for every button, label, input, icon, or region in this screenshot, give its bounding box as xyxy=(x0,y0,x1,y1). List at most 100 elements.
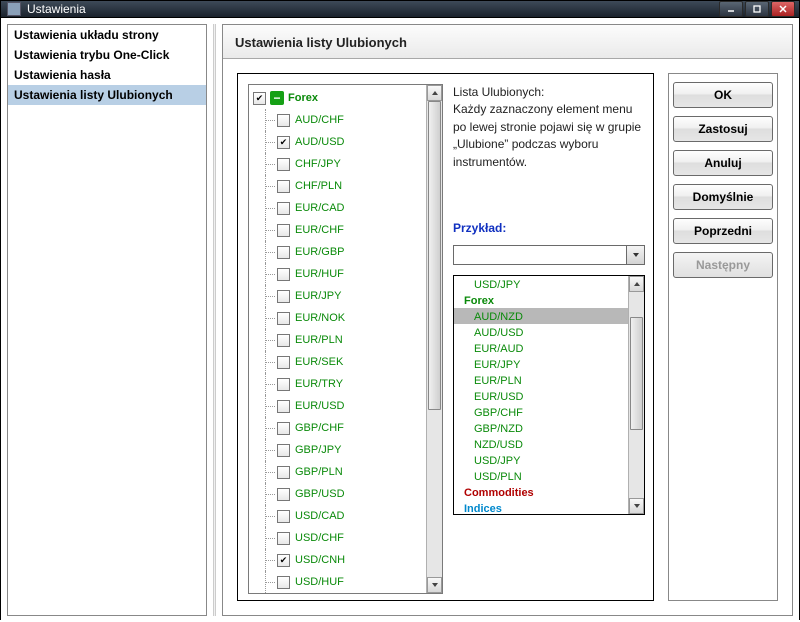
checkbox-icon[interactable] xyxy=(277,422,290,435)
tree-leaf[interactable]: CHF/JPY xyxy=(259,153,426,175)
button-column: OK Zastosuj Anuluj Domyślnie Poprzedni N… xyxy=(668,73,778,601)
checkbox-icon[interactable] xyxy=(277,202,290,215)
tree-root-label: Forex xyxy=(288,92,318,104)
checkbox-icon[interactable] xyxy=(277,356,290,369)
tree-leaf[interactable]: EUR/GBP xyxy=(259,241,426,263)
dropdown-item[interactable]: Commodities xyxy=(454,484,628,500)
tree-leaf[interactable]: USD/CAD xyxy=(259,505,426,527)
tree-leaf[interactable]: EUR/CAD xyxy=(259,197,426,219)
dropdown-item[interactable]: Forex xyxy=(454,292,628,308)
main-panel: Ustawienia listy Ulubionych − Forex AUD xyxy=(222,24,793,616)
tree-connector-icon xyxy=(259,461,277,483)
cancel-button[interactable]: Anuluj xyxy=(673,150,773,176)
checkbox-icon[interactable] xyxy=(277,444,290,457)
tree-leaf-label: USD/CAD xyxy=(295,510,345,522)
minimize-button[interactable] xyxy=(719,1,743,17)
checkbox-icon[interactable] xyxy=(277,312,290,325)
tree-leaf[interactable]: GBP/JPY xyxy=(259,439,426,461)
tree-connector-icon xyxy=(259,131,277,153)
close-button[interactable] xyxy=(771,1,795,17)
checkbox-icon[interactable] xyxy=(277,334,290,347)
sidebar-item[interactable]: Ustawienia trybu One-Click xyxy=(8,45,206,65)
tree-leaf[interactable]: EUR/JPY xyxy=(259,285,426,307)
checkbox-icon[interactable] xyxy=(277,400,290,413)
scroll-up-icon[interactable] xyxy=(427,85,442,101)
tree-leaf[interactable]: USD/CHF xyxy=(259,527,426,549)
tree-leaf[interactable]: EUR/NOK xyxy=(259,307,426,329)
checkbox-icon[interactable] xyxy=(277,114,290,127)
dropdown-item[interactable]: GBP/CHF xyxy=(454,404,628,420)
checkbox-icon[interactable] xyxy=(277,532,290,545)
tree-leaf[interactable]: GBP/PLN xyxy=(259,461,426,483)
previous-button[interactable]: Poprzedni xyxy=(673,218,773,244)
sidebar-item[interactable]: Ustawienia układu strony xyxy=(8,25,206,45)
checkbox-icon[interactable] xyxy=(277,290,290,303)
maximize-button[interactable] xyxy=(745,1,769,17)
dropdown-item[interactable]: EUR/AUD xyxy=(454,340,628,356)
tree-leaf[interactable]: AUD/CHF xyxy=(259,109,426,131)
tree-leaf[interactable]: AUD/USD xyxy=(259,131,426,153)
dropdown-item[interactable]: NZD/USD xyxy=(454,436,628,452)
tree-leaf[interactable]: EUR/HUF xyxy=(259,263,426,285)
checkbox-icon[interactable] xyxy=(277,466,290,479)
default-button[interactable]: Domyślnie xyxy=(673,184,773,210)
dropdown-item[interactable]: USD/JPY xyxy=(454,276,628,292)
scroll-down-icon[interactable] xyxy=(427,577,442,593)
tree-leaf[interactable]: EUR/PLN xyxy=(259,329,426,351)
checkbox-icon[interactable] xyxy=(277,224,290,237)
panel-title: Ustawienia listy Ulubionych xyxy=(223,25,792,59)
checkbox-icon[interactable] xyxy=(277,246,290,259)
apply-button[interactable]: Zastosuj xyxy=(673,116,773,142)
titlebar[interactable]: Ustawienia xyxy=(1,1,799,18)
sidebar-item[interactable]: Ustawienia hasła xyxy=(8,65,206,85)
tree-leaf[interactable]: EUR/SEK xyxy=(259,351,426,373)
scroll-down-icon[interactable] xyxy=(629,498,644,514)
checkbox-icon[interactable] xyxy=(277,378,290,391)
checkbox-icon[interactable] xyxy=(277,554,290,567)
tree-leaf[interactable]: GBP/USD xyxy=(259,483,426,505)
dropdown-item[interactable]: EUR/USD xyxy=(454,388,628,404)
dropdown-item[interactable]: AUD/NZD xyxy=(454,308,628,324)
ok-button[interactable]: OK xyxy=(673,82,773,108)
checkbox-icon[interactable] xyxy=(253,92,266,105)
dropdown-arrow-icon[interactable] xyxy=(626,246,644,264)
tree-leaf-label: CHF/JPY xyxy=(295,158,341,170)
tree-leaf[interactable]: USD/HUF xyxy=(259,571,426,593)
tree-leaf[interactable]: CHF/PLN xyxy=(259,175,426,197)
tree-leaf[interactable]: EUR/CHF xyxy=(259,219,426,241)
example-combobox[interactable] xyxy=(453,245,645,265)
checkbox-icon[interactable] xyxy=(277,136,290,149)
dropdown-item[interactable]: GBP/NZD xyxy=(454,420,628,436)
next-button[interactable]: Następny xyxy=(673,252,773,278)
tree-root-node[interactable]: − Forex xyxy=(253,87,426,109)
dropdown-item[interactable]: USD/PLN xyxy=(454,468,628,484)
checkbox-icon[interactable] xyxy=(277,180,290,193)
tree-leaf[interactable]: USD/CNH xyxy=(259,549,426,571)
collapse-icon[interactable]: − xyxy=(270,91,284,105)
combobox-input[interactable] xyxy=(454,246,626,264)
tree-connector-icon xyxy=(259,307,277,329)
splitter[interactable] xyxy=(213,24,216,616)
checkbox-icon[interactable] xyxy=(277,510,290,523)
tree-scrollbar[interactable] xyxy=(426,85,442,593)
settings-window: Ustawienia Ustawienia układu stronyUstaw… xyxy=(0,0,800,620)
checkbox-icon[interactable] xyxy=(277,576,290,589)
checkbox-icon[interactable] xyxy=(277,488,290,501)
tree-connector-icon xyxy=(259,351,277,373)
tree-leaf[interactable]: EUR/USD xyxy=(259,395,426,417)
tree-leaf-label: EUR/TRY xyxy=(295,378,343,390)
sidebar-item[interactable]: Ustawienia listy Ulubionych xyxy=(8,85,206,105)
checkbox-icon[interactable] xyxy=(277,268,290,281)
dropdown-scrollbar[interactable] xyxy=(628,276,644,514)
dropdown-item[interactable]: USD/JPY xyxy=(454,452,628,468)
tree-leaf[interactable]: EUR/TRY xyxy=(259,373,426,395)
dropdown-item[interactable]: AUD/USD xyxy=(454,324,628,340)
dropdown-item[interactable]: Indices xyxy=(454,500,628,514)
window-title: Ustawienia xyxy=(27,2,719,16)
tree-leaf[interactable]: GBP/CHF xyxy=(259,417,426,439)
tree-connector-icon xyxy=(259,109,277,131)
dropdown-item[interactable]: EUR/JPY xyxy=(454,356,628,372)
scroll-up-icon[interactable] xyxy=(629,276,644,292)
checkbox-icon[interactable] xyxy=(277,158,290,171)
dropdown-item[interactable]: EUR/PLN xyxy=(454,372,628,388)
